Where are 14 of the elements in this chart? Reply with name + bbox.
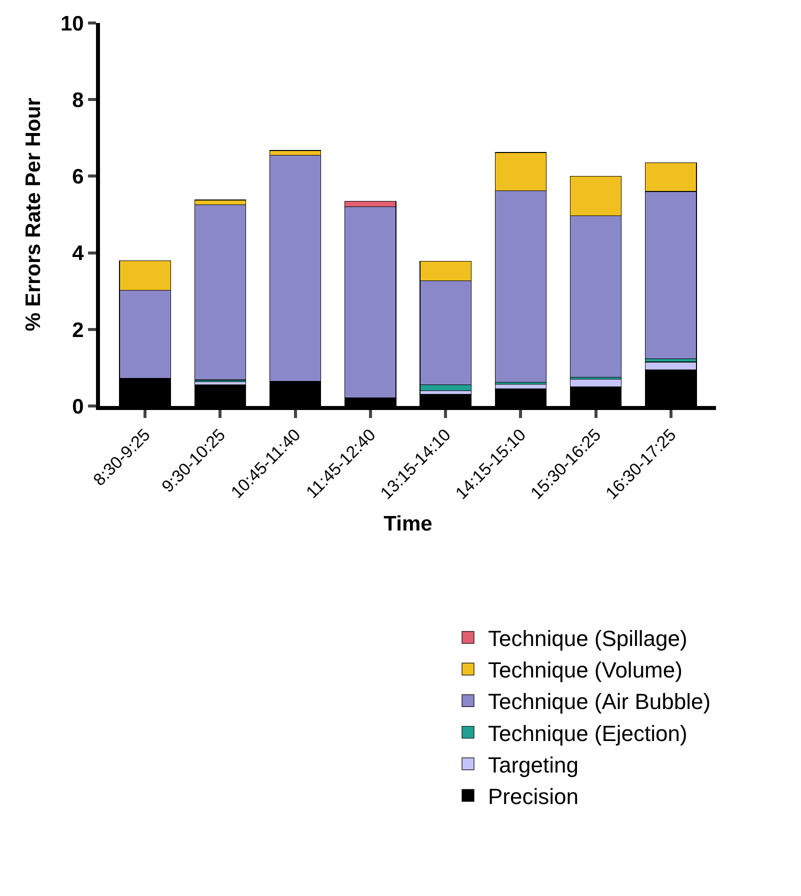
y-tick-label: 0 [72, 395, 84, 418]
y-tick-label: 6 [72, 166, 84, 189]
legend-label: Targeting [488, 752, 579, 778]
legend-label: Technique (Volume) [488, 658, 682, 683]
y-axis-title: % Errors Rate Per Hour [22, 98, 46, 332]
legend-label: Technique (Spillage) [488, 626, 688, 652]
y-tick-label: 2 [72, 318, 84, 342]
legend-label: Technique (Ejection) [488, 720, 688, 746]
y-tick-label: 4 [72, 242, 84, 266]
x-axis-title: Time [384, 512, 432, 536]
legend-label: Technique (Air Bubble) [488, 689, 711, 714]
legend-label: Precision [488, 784, 578, 810]
y-tick-label: 8 [72, 88, 84, 112]
y-tick-label: 10 [60, 12, 84, 36]
